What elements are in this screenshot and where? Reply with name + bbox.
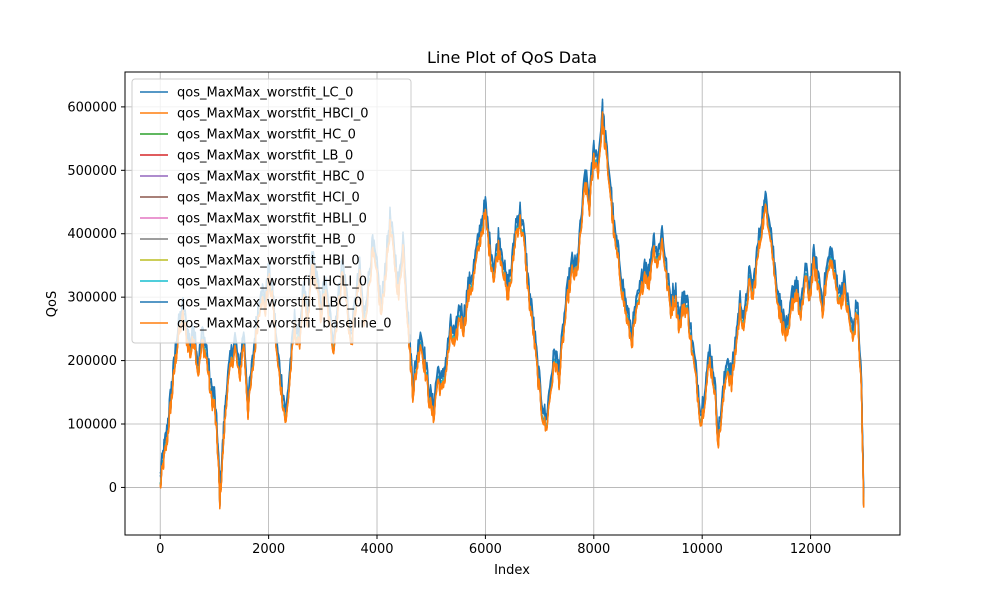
- x-tick-label: 10000: [682, 542, 723, 557]
- legend-label: qos_MaxMax_worstfit_HBLI_0: [177, 212, 367, 227]
- y-tick-label: 600000: [67, 100, 117, 115]
- chart-title: Line Plot of QoS Data: [427, 48, 597, 67]
- legend-label: qos_MaxMax_worstfit_HB_0: [177, 233, 356, 248]
- legend-label: qos_MaxMax_worstfit_HCI_0: [177, 191, 360, 206]
- legend-label: qos_MaxMax_worstfit_HBCI_0: [177, 107, 368, 122]
- x-axis-label: Index: [494, 563, 530, 578]
- legend-label: qos_MaxMax_worstfit_LBC_0: [177, 296, 362, 311]
- legend: qos_MaxMax_worstfit_LC_0 qos_MaxMax_worst…: [131, 78, 412, 344]
- plot-frame: [124, 71, 901, 536]
- y-tick-label: 300000: [67, 291, 117, 306]
- legend-box: [131, 78, 412, 344]
- y-tick-label: 200000: [67, 354, 117, 369]
- legend-label: qos_MaxMax_worstfit_baseline_0: [177, 317, 392, 332]
- legend-label: qos_MaxMax_worstfit_LB_0: [177, 149, 353, 164]
- legend-label: qos_MaxMax_worstfit_HCLI_0: [177, 275, 367, 290]
- y-tick-label: 0: [109, 481, 117, 496]
- y-tick-label: 500000: [67, 164, 117, 179]
- legend-label: qos_MaxMax_worstfit_LC_0: [177, 86, 353, 101]
- legend-label: qos_MaxMax_worstfit_HBI_0: [177, 254, 360, 269]
- y-axis-label: QoS: [45, 291, 60, 317]
- x-tick-label: 8000: [577, 542, 610, 557]
- x-tick-label: 12000: [790, 542, 831, 557]
- x-tick-label: 4000: [360, 542, 393, 557]
- legend-label: qos_MaxMax_worstfit_HBC_0: [177, 170, 365, 185]
- y-tick-label: 100000: [67, 418, 117, 433]
- legend-label: qos_MaxMax_worstfit_HC_0: [177, 128, 356, 143]
- x-tick-label: 2000: [252, 542, 285, 557]
- y-axis-ticks: 0 100000 200000 300000 400000 500000 600000: [67, 100, 125, 496]
- y-tick-label: 400000: [67, 227, 117, 242]
- x-tick-label: 0: [156, 542, 164, 557]
- x-tick-label: 6000: [469, 542, 502, 557]
- x-axis-ticks: 0 2000 4000 6000 8000 10000 12000: [156, 535, 831, 557]
